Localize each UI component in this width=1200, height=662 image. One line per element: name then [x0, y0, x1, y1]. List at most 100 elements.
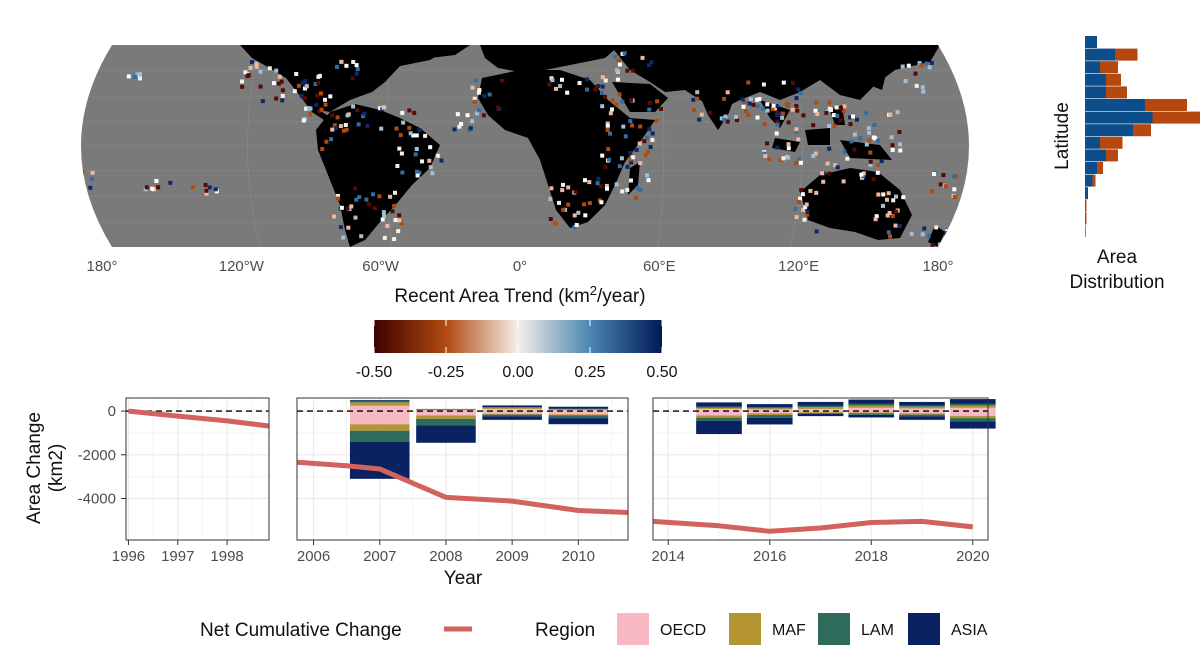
longitude-label: 60°W — [362, 258, 400, 275]
bar-asia-negative — [416, 425, 476, 443]
bar-oecd-positive — [949, 407, 996, 412]
longitude-label: 0° — [513, 258, 527, 275]
y-tick-label: 0 — [108, 403, 116, 420]
bar-asia-positive — [848, 399, 895, 404]
bar-maf-positive — [482, 407, 542, 409]
histogram-bar-left — [1085, 136, 1100, 149]
bar-asia-negative — [482, 416, 542, 420]
bar-maf-negative — [899, 413, 945, 415]
bar-maf-negative — [349, 424, 410, 431]
legend: Net Cumulative Change Region OECD MAF LA… — [200, 613, 988, 645]
bar-maf-negative — [482, 413, 542, 415]
land-greenland — [410, 45, 470, 58]
bar-oecd-negative — [899, 411, 945, 414]
latitude-histogram: Latitude Area Distribution — [1052, 36, 1200, 293]
histogram-bar-left — [1085, 73, 1106, 86]
bar-asia-positive — [548, 406, 609, 409]
legend-swatch-lam — [818, 613, 850, 645]
bar-oecd-positive — [416, 410, 476, 412]
histogram-ylabel: Latitude — [1052, 102, 1073, 170]
bar-lam-negative — [548, 415, 609, 419]
bar-maf-negative — [746, 413, 793, 416]
bar-lam-negative — [349, 430, 410, 442]
bar-lam-positive — [482, 407, 542, 408]
panel-2006-2010: 2006 2007 2008 2009 2010 — [296, 397, 629, 565]
bar-oecd-negative — [746, 411, 793, 414]
bar-asia-negative — [548, 418, 609, 425]
histogram-bar-right — [1092, 174, 1096, 187]
bar-lam-negative — [482, 414, 542, 417]
bar-lam-negative — [797, 413, 844, 414]
histogram-bar-left — [1085, 162, 1097, 174]
histogram-bar-right — [1085, 225, 1086, 237]
colorbar-tick-label: -0.25 — [428, 364, 465, 381]
bar-maf-positive — [797, 407, 844, 409]
histogram-bar-right — [1106, 86, 1127, 99]
longitude-labels: 180° 120°W 60°W 0° 60°E 120°E 180° — [86, 258, 953, 275]
bar-asia-negative — [746, 417, 793, 425]
longitude-label: 60°E — [643, 258, 676, 275]
bar-maf-positive — [548, 409, 609, 411]
world-map: 180° 120°W 60°W 0° 60°E 120°E 180° — [81, 45, 969, 275]
histogram-xlabel-line1: Area — [1097, 247, 1138, 268]
bar-asia-positive — [899, 401, 945, 406]
longitude-label: 120°E — [778, 258, 819, 275]
bar-lam-positive — [548, 408, 609, 410]
x-tick-label: 2009 — [495, 548, 528, 565]
y-tick-label: -4000 — [78, 490, 116, 507]
area-change-xlabel: Year — [444, 568, 483, 589]
coastal-trend-pixels — [81, 51, 969, 247]
histogram-xlabel-line2: Distribution — [1069, 272, 1164, 293]
histogram-bar-left — [1085, 61, 1100, 74]
longitude-label: 180° — [86, 258, 117, 275]
bar-lam-positive — [949, 403, 996, 406]
legend-label-oecd: OECD — [660, 622, 706, 639]
histogram-bar-right — [1085, 199, 1087, 212]
bar-oecd-negative — [548, 411, 609, 415]
bar-oecd-positive — [349, 405, 410, 412]
bar-asia-negative — [899, 416, 945, 420]
bar-lam-negative — [848, 413, 895, 415]
bar-oecd-negative — [416, 411, 476, 416]
bar-oecd-positive — [482, 408, 542, 412]
x-tick-label: 2008 — [429, 548, 462, 565]
bar-maf-negative — [416, 415, 476, 419]
land-japan — [872, 66, 888, 90]
bar-asia-positive — [349, 399, 410, 401]
panel-grid — [126, 398, 269, 540]
x-tick-label: 2007 — [363, 548, 396, 565]
bar-maf-positive — [349, 402, 410, 406]
bar-maf-negative — [797, 412, 844, 414]
histogram-bar-left — [1085, 36, 1097, 48]
area-change-y-ticks: 0 -2000 -4000 — [78, 403, 126, 507]
x-tick-label: 2014 — [652, 548, 685, 565]
bar-maf-positive — [949, 405, 996, 408]
bar-asia-positive — [949, 399, 996, 404]
bar-lam-negative — [416, 418, 476, 426]
bar-lam-negative — [949, 418, 996, 422]
bar-oecd-negative — [949, 411, 996, 416]
panel-1996-1998: 1996 1997 1998 — [112, 397, 270, 565]
longitude-label: 180° — [922, 258, 953, 275]
bar-asia-negative — [848, 414, 895, 418]
colorbar-tick-label: 0.00 — [502, 364, 533, 381]
legend-label-asia: ASIA — [951, 622, 988, 639]
histogram-bar-right — [1106, 73, 1121, 86]
legend-swatch-asia — [908, 613, 940, 645]
legend-swatch-oecd — [617, 613, 649, 645]
bar-maf-negative — [949, 415, 996, 419]
panel-border — [125, 397, 270, 541]
land-australia — [800, 168, 912, 240]
bar-asia-positive — [696, 402, 742, 407]
histogram-bar-right — [1085, 212, 1087, 225]
x-tick-label: 1998 — [210, 548, 243, 565]
panel-2014-2020: 2014 2016 2018 2020 — [652, 397, 996, 565]
land-north-america — [240, 45, 455, 112]
net-cumulative-line — [128, 408, 270, 429]
legend-region-title: Region — [535, 620, 595, 641]
x-tick-label: 2010 — [562, 548, 595, 565]
bar-lam-positive — [349, 400, 410, 403]
bar-lam-positive — [797, 405, 844, 408]
histogram-bar-left — [1085, 187, 1088, 200]
x-tick-label: 2006 — [297, 548, 330, 565]
